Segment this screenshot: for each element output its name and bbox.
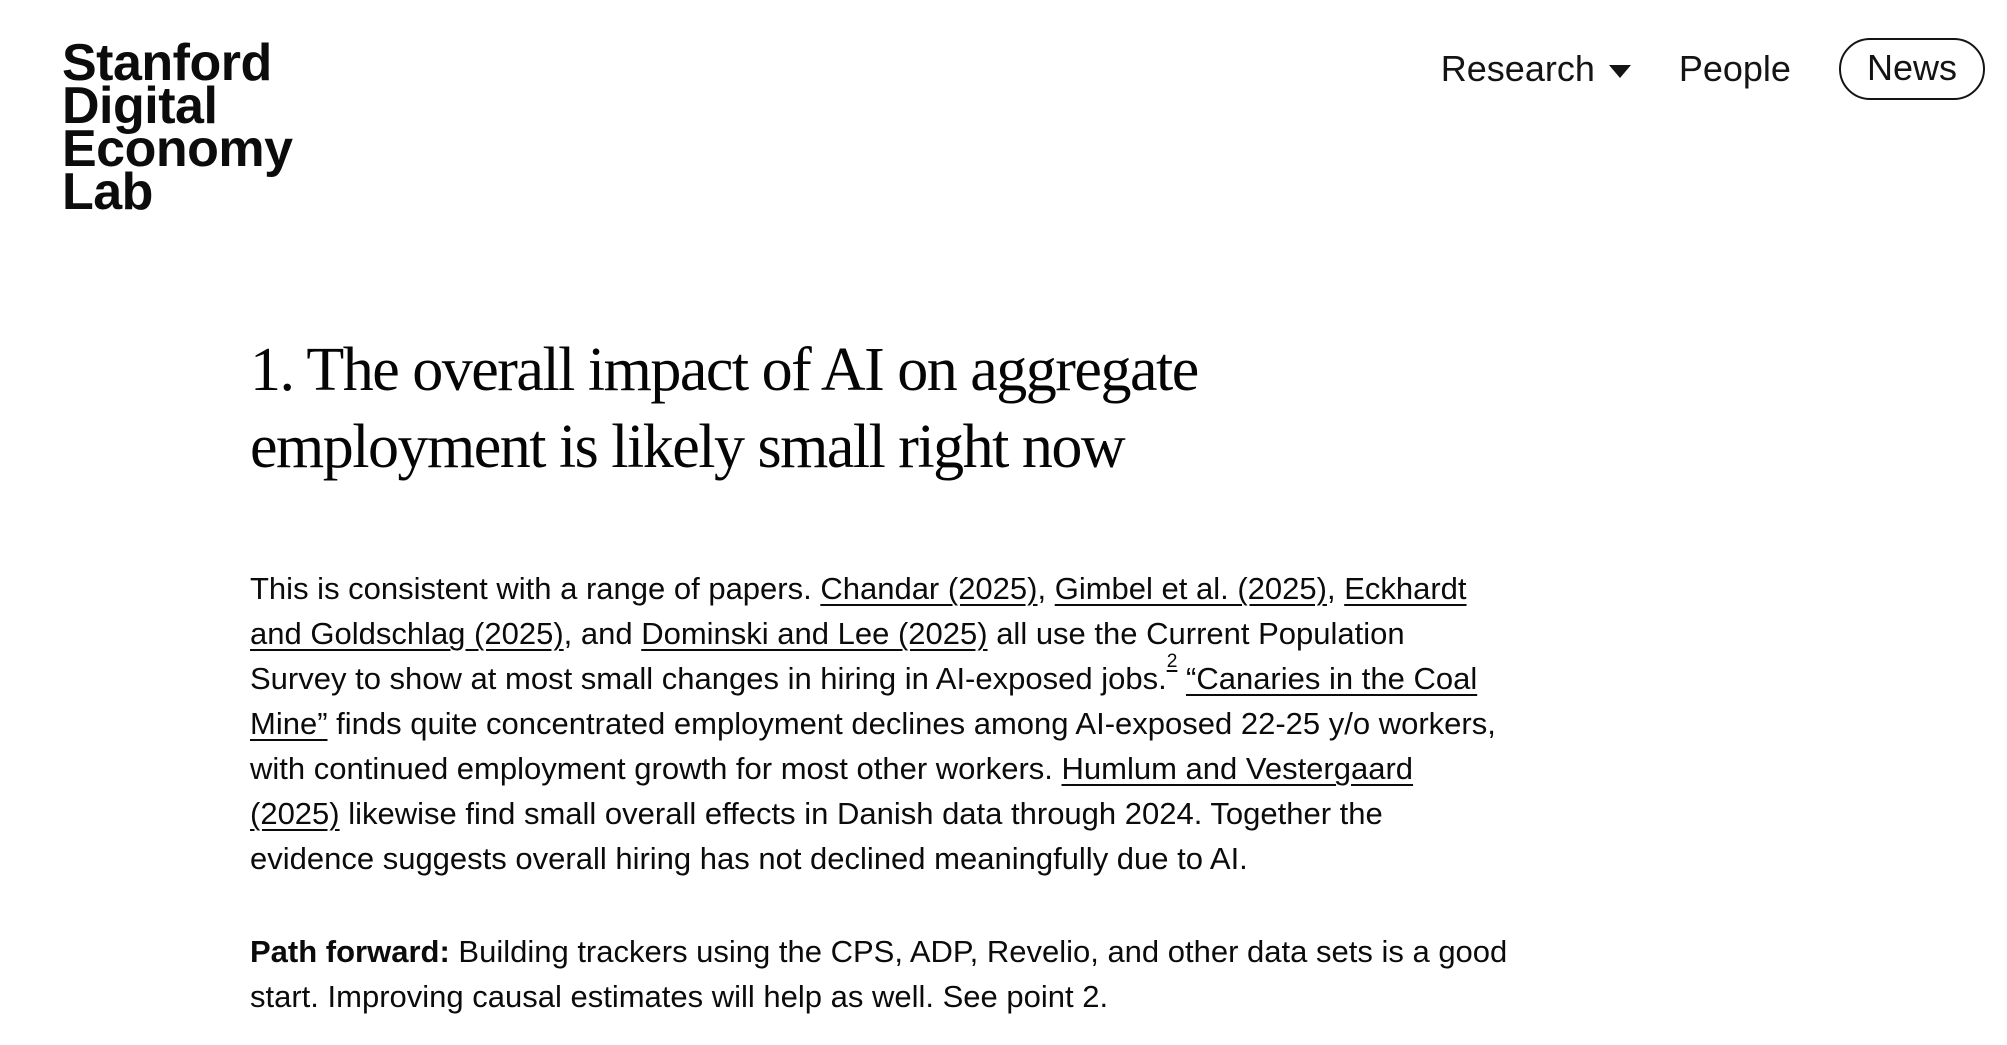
logo-line: Economy <box>62 120 293 178</box>
brand-logo[interactable]: Stanford Digital Economy Lab <box>62 34 293 221</box>
text-run: , and <box>563 616 642 651</box>
nav-item-news-button[interactable]: News <box>1838 38 1985 100</box>
text-run: finds quite concentrated employment decl… <box>250 706 1496 786</box>
text-run: This is consistent with a range of paper… <box>250 571 821 606</box>
text-run: likewise find small overall effects in D… <box>250 796 1383 876</box>
logo-line: Stanford <box>62 34 272 92</box>
page-title: 1. The overall impact of AI on aggregate… <box>250 332 1520 486</box>
footnote-link[interactable]: 2 <box>1166 651 1178 673</box>
page-title-line: 1. The overall impact of AI on aggregate <box>250 336 1199 404</box>
text-run: Building trackers using the CPS, ADP, Re… <box>250 934 1508 1014</box>
footnote-ref: 2 <box>1167 651 1178 672</box>
article: 1. The overall impact of AI on aggregate… <box>250 332 1520 1019</box>
inline-link[interactable]: Eckhardt and Goldschlag (2025) <box>250 571 1467 651</box>
nav-item-people[interactable]: People <box>1679 48 1791 90</box>
inline-link[interactable]: Dominski and Lee (2025) <box>641 616 988 651</box>
logo-line: Digital <box>62 77 218 135</box>
bold-text: Path forward: <box>250 934 450 969</box>
body-paragraph: Path forward: Building trackers using th… <box>250 929 1508 1019</box>
nav-research-label: Research <box>1440 48 1595 89</box>
inline-link[interactable]: Humlum and Vestergaard (2025) <box>250 751 1414 831</box>
page-title-line: employment is likely small right now <box>250 413 1126 481</box>
text-run: , <box>1037 571 1055 606</box>
text-run <box>1177 661 1186 696</box>
nav-news-label: News <box>1866 47 1957 88</box>
text-run: all use the Current Population Survey to… <box>250 616 1405 696</box>
main-nav: Research People News <box>1441 38 1985 100</box>
inline-link[interactable]: Chandar (2025) <box>820 571 1038 606</box>
inline-link[interactable]: “Canaries in the Coal Mine” <box>250 661 1478 741</box>
text-run: , <box>1326 571 1345 606</box>
nav-people-label: People <box>1678 48 1791 89</box>
logo-line: Lab <box>62 163 153 221</box>
article-body: This is consistent with a range of paper… <box>250 566 1508 1019</box>
body-paragraph: This is consistent with a range of paper… <box>250 566 1508 881</box>
nav-item-research[interactable]: Research <box>1441 48 1631 90</box>
inline-link[interactable]: Gimbel et al. (2025) <box>1054 571 1327 606</box>
chevron-down-icon <box>1608 65 1631 78</box>
